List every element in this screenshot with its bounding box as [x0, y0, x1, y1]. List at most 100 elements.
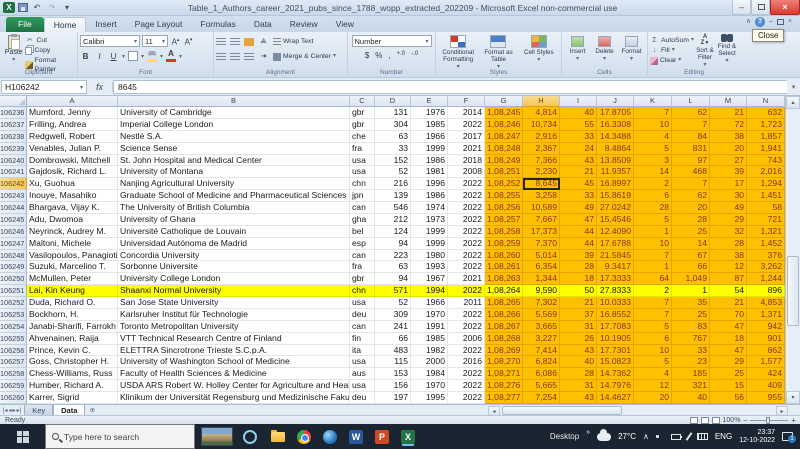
cell-H106243[interactable]: 3,258: [523, 190, 560, 202]
borders-icon[interactable]: [128, 51, 139, 61]
cell-M106242[interactable]: 17: [710, 178, 747, 191]
cortana-icon[interactable]: [243, 429, 257, 444]
cell-I106248[interactable]: 39: [560, 249, 597, 262]
cell-D106245[interactable]: 212: [375, 213, 411, 226]
cell-D106250[interactable]: 94: [375, 273, 411, 286]
cell-F106240[interactable]: 2018: [448, 154, 485, 167]
cell-J106246[interactable]: 12.4090: [597, 225, 634, 238]
row-header-106260[interactable]: 106260: [0, 392, 27, 404]
workbook-restore-icon[interactable]: [776, 19, 784, 25]
cell-A106239[interactable]: Venables, Julian P.: [27, 142, 118, 155]
row-header-106237[interactable]: 106237: [0, 118, 27, 131]
cell-A106242[interactable]: Xu, Guohua: [27, 178, 118, 191]
cell-F106251[interactable]: 2022: [448, 285, 485, 297]
cell-M106246[interactable]: 32: [710, 225, 747, 238]
cell-I106240[interactable]: 43: [560, 154, 597, 167]
cell-D106244[interactable]: 546: [375, 202, 411, 214]
select-all-corner[interactable]: [0, 96, 27, 107]
row-header-106248[interactable]: 106248: [0, 249, 27, 262]
cell-K106239[interactable]: 5: [634, 142, 672, 155]
cell-H106239[interactable]: 2,367: [523, 142, 560, 155]
cell-D106254[interactable]: 241: [375, 320, 411, 333]
cell-M106244[interactable]: 49: [710, 202, 747, 214]
cell-F106259[interactable]: 2022: [448, 380, 485, 392]
cell-C106254[interactable]: can: [350, 320, 375, 333]
cell-F106260[interactable]: 2022: [448, 392, 485, 404]
cell-D106246[interactable]: 124: [375, 225, 411, 238]
cell-M106260[interactable]: 56: [710, 392, 747, 404]
cell-G106236[interactable]: 1,08,245: [485, 107, 523, 119]
cell-A106249[interactable]: Suzuki, Marcelino T.: [27, 261, 118, 274]
cell-K106252[interactable]: 7: [634, 297, 672, 309]
desktop-overflow-icon[interactable]: »: [586, 429, 591, 436]
column-header-E[interactable]: E: [411, 96, 448, 107]
cell-F106246[interactable]: 2022: [448, 225, 485, 238]
cell-J106247[interactable]: 17.6788: [597, 237, 634, 250]
cell-C106245[interactable]: gha: [350, 213, 375, 226]
cell-K106242[interactable]: 2: [634, 178, 672, 191]
cell-D106238[interactable]: 63: [375, 130, 411, 143]
cell-M106236[interactable]: 21: [710, 107, 747, 119]
weather-cloud-icon[interactable]: [597, 428, 612, 441]
help-icon[interactable]: ?: [755, 17, 765, 27]
row-header-106257[interactable]: 106257: [0, 356, 27, 369]
cell-G106238[interactable]: 1,08,247: [485, 130, 523, 143]
align-middle-icon[interactable]: [230, 37, 240, 46]
font-color-dropdown-icon[interactable]: ▾: [179, 53, 183, 60]
chrome-icon[interactable]: [297, 429, 311, 444]
clear-button[interactable]: Clear ▾: [650, 56, 694, 65]
row-header-106243[interactable]: 106243: [0, 190, 27, 202]
cell-B106238[interactable]: Nestlé S.A.: [118, 130, 350, 143]
cell-M106254[interactable]: 47: [710, 320, 747, 333]
page-break-view-icon[interactable]: [711, 416, 720, 424]
cell-M106253[interactable]: 70: [710, 308, 747, 321]
cell-E106240[interactable]: 1986: [411, 154, 448, 167]
cell-H106258[interactable]: 6,086: [523, 368, 560, 381]
cell-M106249[interactable]: 12: [710, 261, 747, 274]
row-header-106238[interactable]: 106238: [0, 130, 27, 143]
cell-E106246[interactable]: 1999: [411, 225, 448, 238]
cell-G106240[interactable]: 1,08,249: [485, 154, 523, 167]
cell-H106248[interactable]: 5,014: [523, 249, 560, 262]
cell-F106243[interactable]: 2022: [448, 190, 485, 202]
cell-F106237[interactable]: 2022: [448, 118, 485, 131]
cell-L106246[interactable]: 25: [672, 225, 710, 238]
cell-G106250[interactable]: 1,08,263: [485, 273, 523, 286]
cell-K106250[interactable]: 64: [634, 273, 672, 286]
zoom-slider-thumb[interactable]: [766, 416, 771, 424]
cell-B106254[interactable]: Toronto Metropolitan University: [118, 320, 350, 333]
save-icon[interactable]: [18, 3, 28, 12]
cell-G106243[interactable]: 1,08,255: [485, 190, 523, 202]
cell-A106243[interactable]: Inouye, Masahiko: [27, 190, 118, 202]
column-header-B[interactable]: B: [118, 96, 350, 107]
cell-C106239[interactable]: fra: [350, 142, 375, 155]
cell-L106247[interactable]: 14: [672, 237, 710, 250]
row-header-106241[interactable]: 106241: [0, 166, 27, 179]
cell-H106241[interactable]: 2,230: [523, 166, 560, 179]
row-header-106242[interactable]: 106242: [0, 178, 27, 191]
cell-J106245[interactable]: 15.4546: [597, 213, 634, 226]
formula-bar-expand-icon[interactable]: ▾: [791, 84, 796, 91]
language-indicator[interactable]: ENG: [714, 432, 733, 441]
column-header-J[interactable]: J: [597, 96, 634, 107]
align-left-icon[interactable]: [216, 52, 226, 61]
column-header-F[interactable]: F: [448, 96, 485, 107]
cell-K106251[interactable]: 2: [634, 285, 672, 297]
cell-E106243[interactable]: 1986: [411, 190, 448, 202]
column-header-A[interactable]: A: [27, 96, 118, 107]
cell-I106259[interactable]: 31: [560, 380, 597, 392]
conditional-formatting-button[interactable]: Conditional Formatting ▾: [441, 35, 475, 70]
page-layout-view-icon[interactable]: [700, 416, 709, 424]
cell-N106260[interactable]: 955: [747, 392, 785, 404]
cell-M106243[interactable]: 30: [710, 190, 747, 202]
cell-E106255[interactable]: 1985: [411, 332, 448, 345]
zoom-slider[interactable]: [750, 416, 789, 424]
row-header-106256[interactable]: 106256: [0, 344, 27, 357]
prev-sheet-icon[interactable]: ◂: [8, 407, 12, 414]
delete-cells-button[interactable]: Delete ▾: [591, 36, 618, 62]
vertical-scroll-thumb[interactable]: [787, 256, 799, 326]
cell-B106249[interactable]: Sorbonne Universite: [118, 261, 350, 274]
align-top-icon[interactable]: [216, 37, 226, 46]
cell-F106258[interactable]: 2022: [448, 368, 485, 381]
cell-H106238[interactable]: 2,916: [523, 130, 560, 143]
